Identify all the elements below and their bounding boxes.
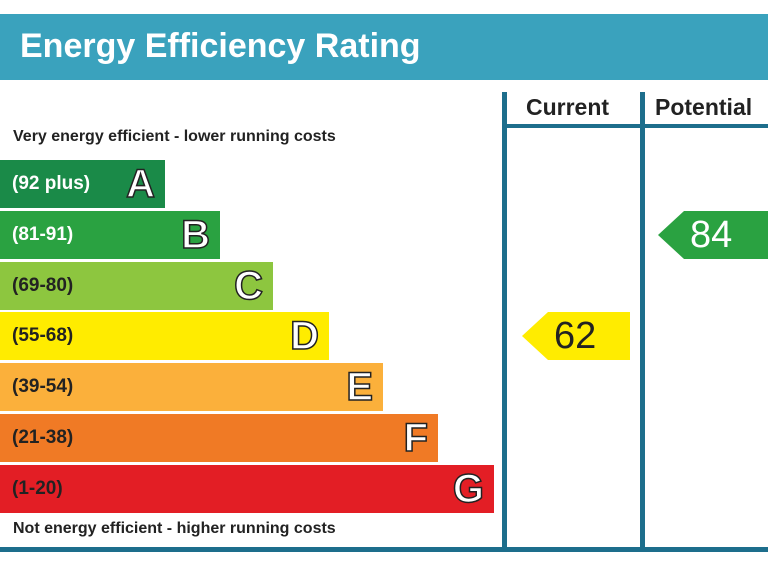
column-divider-left [502, 92, 507, 550]
chart-bottom-border [0, 547, 768, 552]
band-letter: A [125, 161, 155, 207]
band-letter: B [180, 212, 210, 258]
column-header-current: Current [526, 94, 610, 120]
band-letter: G [452, 466, 485, 512]
column-header-potential: Potential [655, 94, 753, 120]
potential-rating-pointer-arrow-shape [658, 210, 768, 259]
current-rating-pointer-value: 62 [554, 315, 597, 358]
current-rating-pointer-arrow-shape [522, 312, 630, 361]
band-g: (1-20) G [0, 464, 494, 513]
band-letter: F [403, 415, 429, 461]
band-range-label: (55-68) [12, 325, 74, 347]
band-range-label: (39-54) [12, 376, 74, 398]
bottom-caption: Not energy efficient - higher running co… [13, 520, 336, 537]
band-range-label: (81-91) [12, 223, 74, 245]
band-range-label: (92 plus) [12, 173, 91, 194]
band-e: (39-54) E [0, 363, 383, 412]
page-title: Energy Efficiency Rating [20, 27, 421, 65]
band-c: (69-80) C [0, 261, 273, 310]
band-range-label: (21-38) [12, 427, 74, 448]
top-caption: Very energy efficient - lower running co… [13, 128, 336, 145]
band-f: (21-38) F [0, 414, 438, 462]
band-letter: D [289, 314, 319, 360]
band-d: (55-68) D [0, 312, 329, 361]
header-underline-potential [640, 124, 768, 128]
band-a: (92 plus) A [0, 160, 165, 208]
band-letter: E [346, 364, 374, 410]
header-bar: Energy Efficiency Rating [0, 14, 768, 80]
band-range-label: (1-20) [12, 477, 63, 499]
band-range-label: (69-80) [12, 274, 74, 296]
band-letter: C [233, 263, 263, 309]
potential-rating-pointer: 84 [658, 210, 768, 259]
band-b: (81-91) B [0, 210, 220, 259]
current-rating-pointer: 62 [522, 312, 630, 361]
column-divider-middle [640, 92, 645, 550]
header-underline-current [502, 124, 645, 128]
potential-rating-pointer-value: 84 [690, 213, 733, 256]
